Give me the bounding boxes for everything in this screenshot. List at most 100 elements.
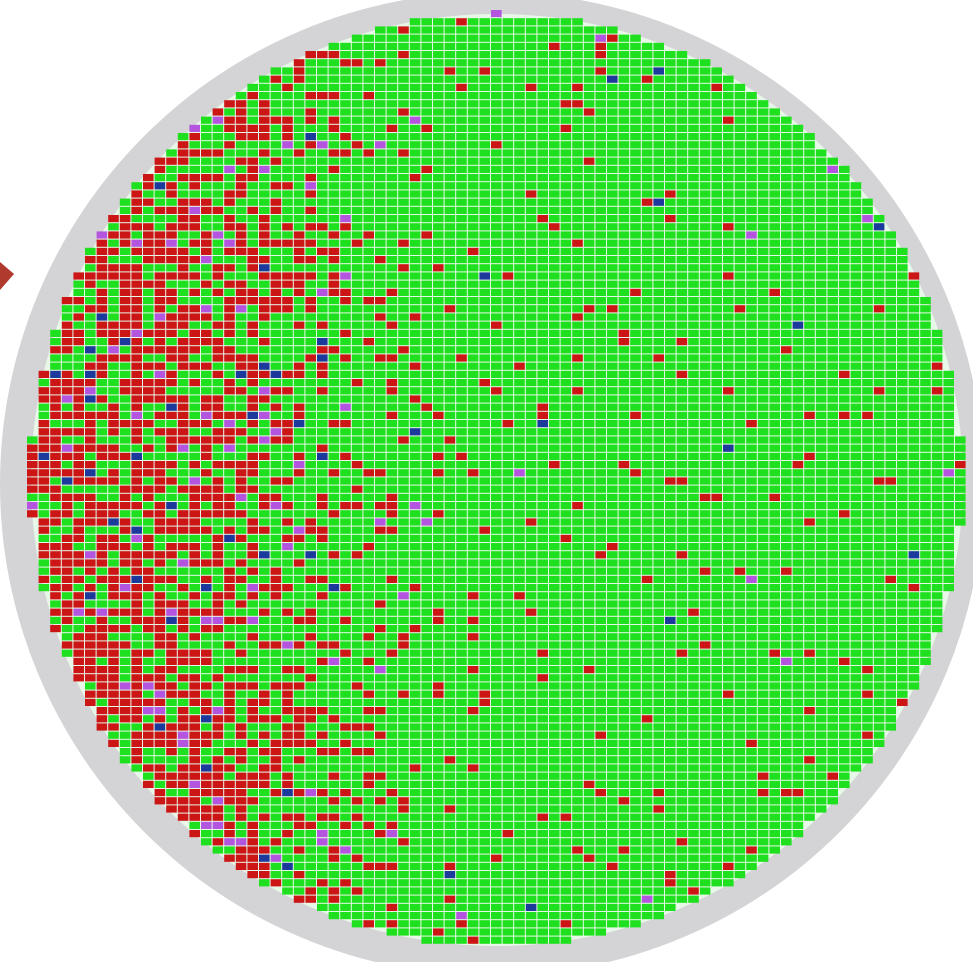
die [409,223,421,231]
die [955,493,966,501]
die [247,551,258,559]
die [409,116,421,124]
die [386,436,398,444]
die [317,346,328,354]
die [827,362,838,370]
die [583,67,595,75]
die [781,543,792,551]
die [317,608,328,616]
die [757,157,769,165]
die [293,239,305,247]
die [375,543,386,551]
die [189,362,200,370]
die [189,264,200,272]
die [630,502,641,510]
die [572,477,583,485]
die [908,444,920,452]
die [363,510,374,518]
die [108,354,119,362]
die [433,149,444,157]
die [525,288,537,296]
die [340,469,351,477]
die [560,551,572,559]
die [212,428,224,436]
die [769,493,780,501]
die [595,346,606,354]
die [456,452,467,460]
die [119,264,131,272]
die [792,551,804,559]
die [850,493,862,501]
die [456,272,467,280]
die [456,461,467,469]
die [525,600,537,608]
die [839,174,850,182]
die [351,190,363,198]
die [386,362,398,370]
die [711,346,722,354]
die [456,67,467,75]
die [699,215,711,223]
die [305,461,316,469]
die [618,223,630,231]
die [363,592,374,600]
die [479,518,490,526]
die [270,305,282,313]
die [282,420,293,428]
die [711,592,722,600]
die [259,461,270,469]
die [363,198,374,206]
die [456,493,467,501]
die [607,206,618,214]
die [108,264,119,272]
die [108,444,119,452]
die [328,362,340,370]
die [409,329,421,337]
die [641,395,653,403]
die [746,223,757,231]
die [711,100,722,108]
die [363,75,374,83]
die [653,502,664,510]
die [409,108,421,116]
die [757,149,769,157]
die [734,321,746,329]
die [421,231,432,239]
die [154,321,166,329]
die [502,264,514,272]
die [583,182,595,190]
die [757,108,769,116]
die [723,362,734,370]
die [201,518,212,526]
die [653,518,664,526]
die [154,297,166,305]
die [491,247,502,255]
die [850,190,862,198]
die [259,272,270,280]
die [444,280,456,288]
die [328,534,340,542]
die [177,157,189,165]
die [38,379,50,387]
die [688,469,699,477]
die [723,403,734,411]
die [235,559,247,567]
die [583,42,595,50]
die [781,444,792,452]
die [293,100,305,108]
die [688,149,699,157]
die [305,206,316,214]
die [908,329,920,337]
die [525,420,537,428]
die [897,518,908,526]
die [514,387,525,395]
die [177,354,189,362]
die [305,92,316,100]
die [630,165,641,173]
die [757,584,769,592]
die [375,608,386,616]
die [757,133,769,141]
die [560,543,572,551]
die [595,469,606,477]
die [317,329,328,337]
